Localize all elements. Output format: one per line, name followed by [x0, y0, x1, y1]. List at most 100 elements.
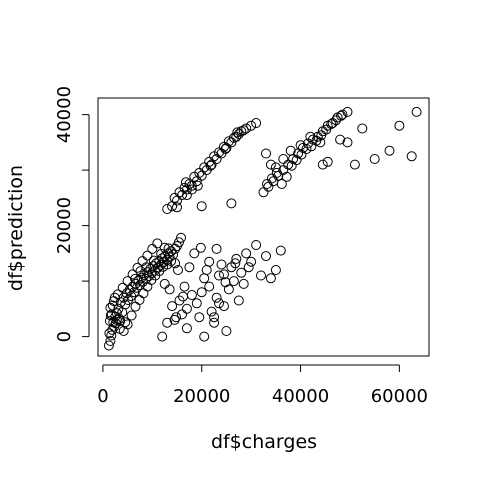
data-point — [251, 240, 262, 250]
y-tick-label: 20000 — [54, 197, 75, 254]
data-point — [173, 265, 183, 275]
plot-frame — [97, 97, 430, 357]
data-point — [199, 273, 210, 284]
data-point — [204, 281, 215, 292]
data-point — [270, 162, 281, 173]
data-point — [219, 141, 229, 152]
data-point — [146, 268, 157, 279]
data-point — [148, 255, 159, 266]
data-point — [246, 256, 257, 267]
data-point — [241, 123, 252, 134]
data-point — [281, 171, 292, 182]
data-point — [184, 262, 195, 273]
data-point — [195, 242, 206, 253]
data-point — [406, 151, 417, 162]
data-point — [236, 267, 247, 278]
data-point — [170, 258, 181, 269]
data-point — [233, 295, 244, 306]
data-point — [140, 273, 151, 284]
data-point — [147, 243, 158, 254]
data-point — [104, 316, 115, 326]
data-point — [176, 232, 186, 243]
data-point — [238, 278, 249, 289]
data-point — [411, 106, 422, 117]
data-point — [315, 137, 326, 148]
y-tick-label: 0 — [54, 331, 75, 342]
data-point — [342, 137, 353, 148]
data-point — [243, 262, 254, 273]
data-point — [327, 118, 338, 128]
data-point — [179, 281, 190, 292]
data-point — [394, 120, 405, 131]
data-point — [138, 288, 149, 299]
data-point — [209, 312, 220, 323]
data-point — [205, 160, 216, 171]
data-point — [285, 145, 296, 156]
data-point — [278, 165, 289, 176]
data-point — [103, 340, 114, 351]
data-point — [263, 181, 274, 192]
data-point — [231, 253, 242, 264]
data-point — [159, 278, 170, 289]
data-point — [321, 124, 332, 135]
data-point — [174, 295, 185, 306]
data-point — [162, 317, 173, 328]
data-point — [216, 259, 227, 270]
data-point — [161, 255, 172, 265]
data-point — [177, 190, 187, 201]
data-point — [276, 179, 287, 189]
data-point — [214, 147, 224, 158]
data-point — [322, 156, 333, 167]
data-point — [275, 245, 286, 256]
data-point — [172, 202, 182, 213]
data-point — [164, 284, 175, 295]
data-point — [192, 180, 203, 191]
data-point — [167, 301, 178, 312]
data-point — [266, 173, 277, 184]
data-point — [162, 259, 173, 270]
data-point — [221, 326, 232, 336]
data-point — [256, 270, 266, 281]
data-point — [171, 312, 182, 323]
data-point — [177, 309, 187, 320]
data-point — [105, 336, 116, 346]
data-point — [206, 306, 217, 317]
data-point — [148, 261, 159, 272]
data-point — [262, 179, 272, 189]
data-point — [181, 190, 192, 201]
data-point — [286, 160, 297, 171]
data-point — [189, 248, 200, 259]
data-point — [231, 131, 242, 142]
y-tick-label: 40000 — [54, 86, 75, 143]
data-point — [189, 171, 200, 182]
data-point — [134, 295, 145, 305]
data-point — [336, 110, 347, 121]
data-point — [295, 140, 306, 151]
data-point — [159, 242, 170, 253]
data-point — [178, 291, 188, 302]
data-point — [196, 201, 207, 212]
data-point — [261, 148, 271, 159]
data-point — [278, 154, 289, 164]
data-point — [226, 262, 237, 273]
data-point — [306, 141, 317, 152]
data-point — [127, 281, 138, 292]
data-point — [246, 120, 257, 131]
data-point — [141, 262, 152, 273]
data-point — [349, 159, 360, 170]
x-tick-label: 0 — [97, 386, 108, 407]
data-point — [271, 167, 282, 178]
data-point — [204, 256, 215, 267]
data-point — [238, 125, 249, 136]
data-point — [258, 187, 269, 198]
data-point — [211, 243, 222, 254]
data-point — [226, 198, 237, 209]
points-layer — [103, 106, 422, 351]
data-point — [174, 237, 184, 248]
data-point — [301, 144, 312, 154]
data-point — [156, 248, 167, 259]
data-point — [109, 292, 120, 303]
data-point — [317, 159, 328, 170]
y-axis: 0 20000 40000 — [54, 86, 90, 342]
data-point — [219, 301, 229, 312]
